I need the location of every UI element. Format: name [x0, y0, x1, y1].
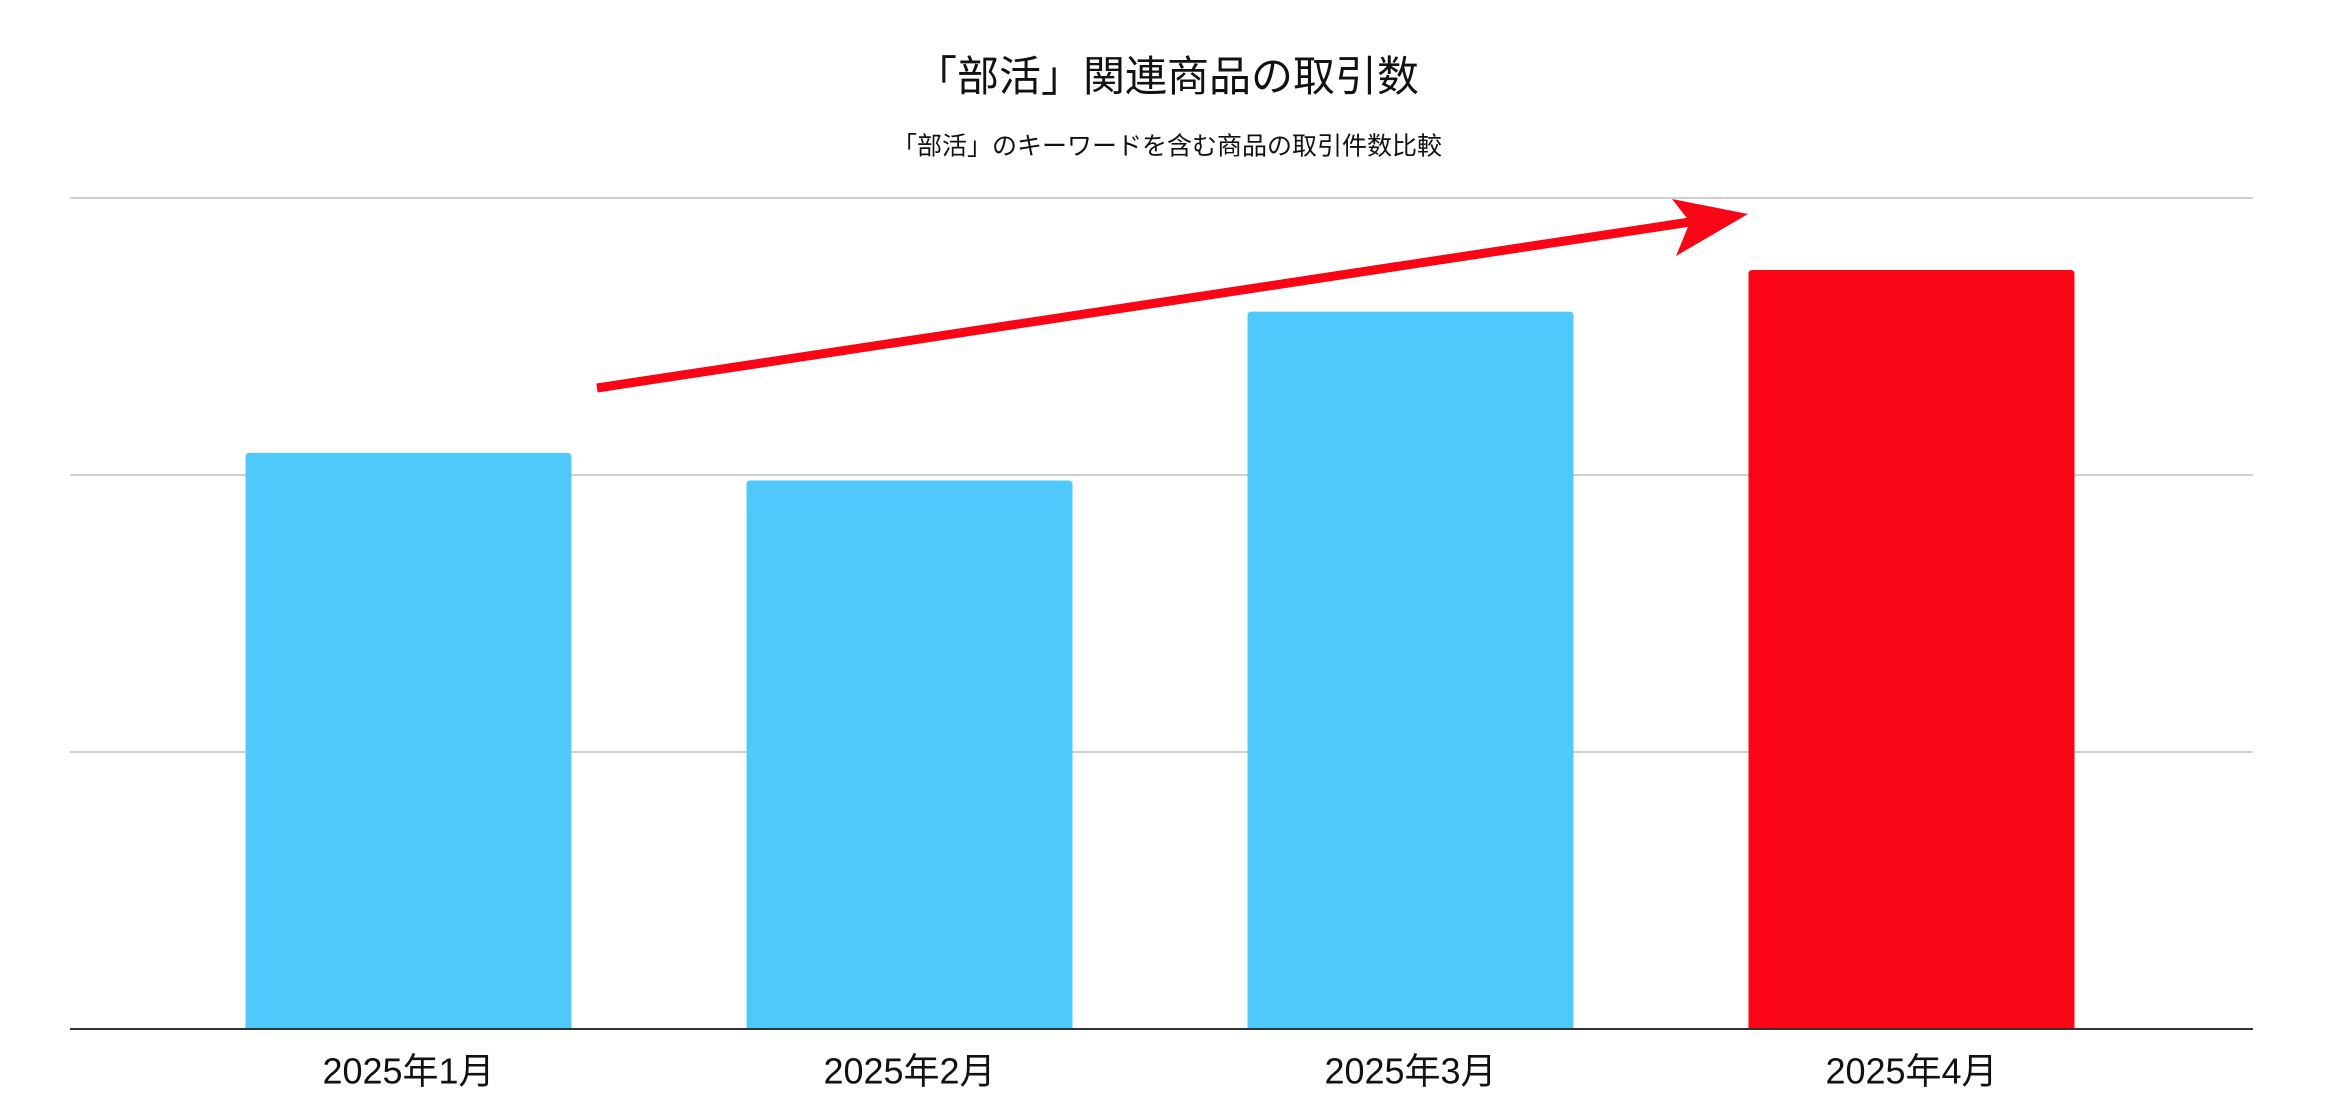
- x-tick-label: 2025年4月: [1825, 1051, 1997, 1092]
- x-tick-label: 2025年2月: [823, 1051, 995, 1092]
- bar: [1247, 311, 1574, 1029]
- x-tick-label: 2025年1月: [322, 1051, 494, 1092]
- arrow-shaft: [596, 217, 1691, 393]
- x-tick-label: 2025年3月: [1324, 1051, 1496, 1092]
- bar: [746, 480, 1073, 1029]
- plot-area: 2025年1月 2025年2月 2025年3月 2025年4月: [70, 197, 2253, 1092]
- chart-subtitle: 「部活」のキーワードを含む商品の取引件数比較: [892, 133, 1442, 161]
- trend-arrow: [596, 199, 1748, 393]
- chart-title: 「部活」関連商品の取引数: [915, 53, 1419, 100]
- arrow-head: [1672, 199, 1748, 256]
- bar: [245, 452, 572, 1030]
- bar: [1748, 270, 2075, 1029]
